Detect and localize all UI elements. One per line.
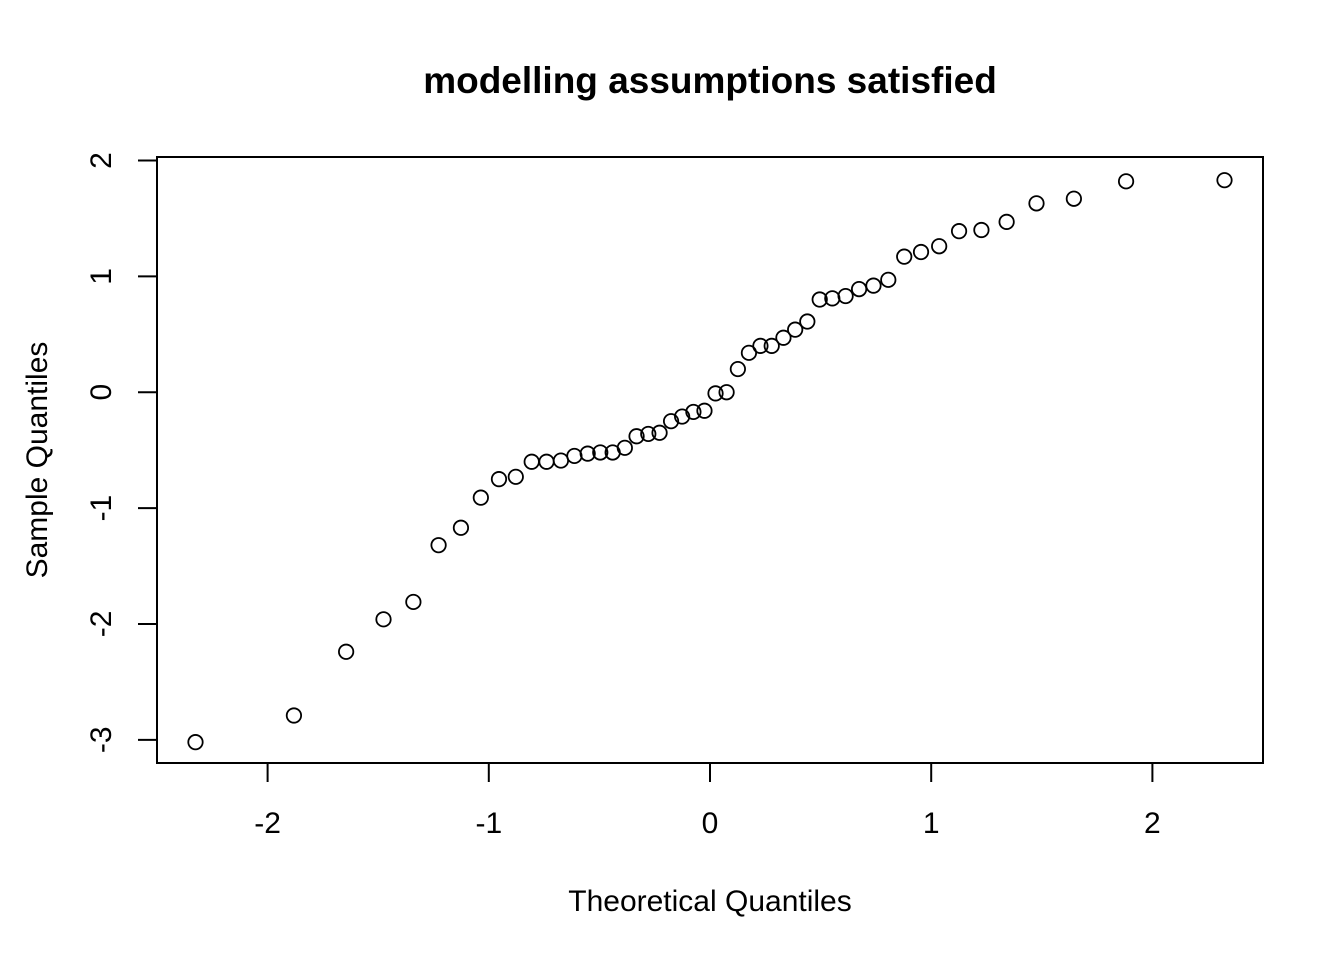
y-tick-label: -3 xyxy=(85,726,118,753)
data-point xyxy=(507,468,524,485)
data-point xyxy=(616,439,633,456)
data-point xyxy=(799,313,816,330)
data-point xyxy=(1065,190,1082,207)
y-tick-label: 0 xyxy=(85,384,118,401)
data-point xyxy=(740,344,758,361)
data-point xyxy=(472,489,489,506)
data-point xyxy=(850,280,868,298)
data-point xyxy=(592,444,609,461)
data-point xyxy=(787,321,804,338)
data-point xyxy=(752,337,769,354)
data-point xyxy=(405,593,422,611)
data-point xyxy=(1216,172,1233,189)
y-tick-label: 2 xyxy=(85,152,118,169)
chart-title: modelling assumptions satisfied xyxy=(423,60,997,101)
x-tick-label: -1 xyxy=(475,807,502,840)
data-point xyxy=(931,238,948,255)
y-tick-label: -2 xyxy=(85,611,118,638)
data-point xyxy=(579,445,596,462)
data-point xyxy=(811,291,828,308)
data-point xyxy=(865,277,882,294)
y-tick-label: 1 xyxy=(85,268,118,285)
data-point xyxy=(837,287,854,305)
data-point xyxy=(729,360,746,378)
data-point xyxy=(375,611,392,628)
data-point xyxy=(775,329,792,346)
data-point xyxy=(998,213,1015,230)
data-point xyxy=(696,402,713,419)
data-point xyxy=(566,447,583,465)
y-tick-label: -1 xyxy=(85,495,118,522)
data-point xyxy=(338,643,355,660)
x-tick-label: 0 xyxy=(702,807,719,840)
data-point xyxy=(430,537,447,554)
x-axis-label: Theoretical Quantiles xyxy=(568,885,851,918)
x-tick-label: 2 xyxy=(1144,807,1161,840)
data-point xyxy=(552,452,570,469)
data-point xyxy=(1117,173,1135,190)
data-point xyxy=(651,424,668,441)
x-axis: -2 -1 0 1 2 xyxy=(254,762,1161,840)
data-point xyxy=(1028,195,1045,212)
data-point xyxy=(685,403,702,421)
data-point xyxy=(973,221,990,239)
data-point xyxy=(452,519,470,536)
data-point xyxy=(538,453,555,470)
data-points xyxy=(187,172,1233,751)
y-axis-label: Sample Quantiles xyxy=(21,342,54,579)
data-point xyxy=(490,471,508,488)
x-tick-label: -2 xyxy=(254,807,281,840)
data-point xyxy=(662,413,680,430)
y-axis: -3 -2 -1 0 1 2 xyxy=(85,152,158,753)
data-point xyxy=(896,248,913,265)
data-point xyxy=(640,425,657,443)
data-point xyxy=(523,453,540,470)
data-point xyxy=(880,271,897,288)
data-point xyxy=(707,385,724,402)
data-point xyxy=(763,337,780,354)
data-point xyxy=(628,428,645,445)
data-point xyxy=(718,384,735,401)
data-point xyxy=(674,408,691,425)
plot-area-frame xyxy=(156,156,1264,764)
data-point xyxy=(187,734,204,751)
data-point xyxy=(950,223,968,240)
x-tick-label: 1 xyxy=(923,807,940,840)
data-point xyxy=(285,707,303,724)
data-point xyxy=(912,243,930,261)
